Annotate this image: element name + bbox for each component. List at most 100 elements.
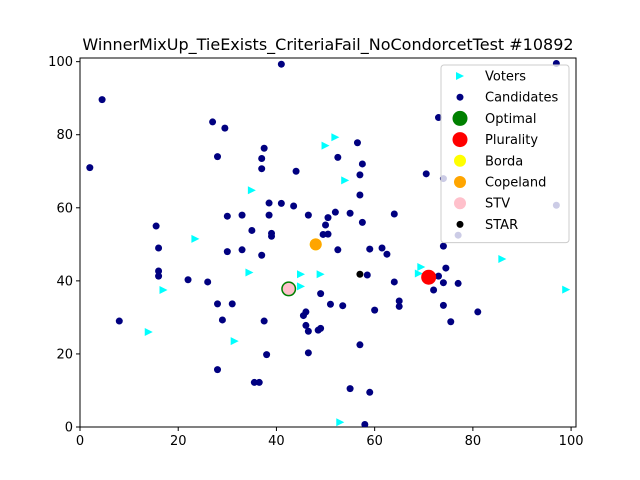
candidate-point (346, 385, 354, 393)
candidate-point (358, 218, 366, 226)
voter-point (245, 268, 254, 277)
stv-winner-point (282, 282, 295, 295)
candidate-point (86, 164, 94, 172)
voter-point (191, 234, 200, 243)
candidate-point (358, 160, 366, 168)
candidate-point (260, 317, 268, 325)
candidate-point (155, 267, 163, 275)
x-tick-label: 0 (76, 434, 84, 449)
candidate-point (292, 167, 300, 175)
candidate-point (363, 271, 371, 279)
copeland-winner-point (309, 238, 322, 251)
candidate-point (422, 170, 430, 178)
data-points (86, 59, 571, 427)
candidate-point (383, 250, 391, 258)
candidate-point (366, 245, 374, 253)
candidate-point (223, 212, 231, 220)
candidate-point (248, 226, 256, 234)
legend-marker (454, 154, 466, 167)
candidate-point (346, 209, 354, 217)
voter-point (414, 269, 423, 278)
legend-label: Voters (485, 70, 526, 85)
candidate-point (439, 279, 447, 287)
legend-box (440, 64, 570, 244)
candidate-point (221, 124, 229, 132)
candidate-point (317, 324, 325, 332)
candidate-point (304, 211, 312, 219)
plurality-winner-point (421, 269, 437, 285)
star-winner-point (356, 270, 364, 278)
candidate-point (152, 222, 160, 230)
candidate-point (326, 300, 334, 308)
plot-frame (79, 57, 577, 428)
candidate-point (299, 312, 307, 320)
candidate-point (258, 251, 266, 259)
voter-point (341, 176, 350, 185)
candidate-point (304, 349, 312, 357)
candidate-point (258, 165, 266, 173)
candidate-point (277, 199, 285, 207)
x-tick-label: 80 (465, 434, 482, 449)
voter-point (247, 186, 256, 195)
candidate-point (430, 286, 438, 294)
candidate-point (356, 171, 364, 179)
candidate-point (218, 316, 226, 324)
candidate-point (155, 244, 163, 252)
y-tick-label: 80 (56, 128, 73, 143)
y-tick-label: 0 (65, 421, 73, 436)
candidate-point (390, 278, 398, 286)
candidate-point (371, 306, 379, 314)
legend-label: Copeland (485, 176, 546, 191)
legend-label: Optimal (485, 112, 536, 127)
candidate-point (324, 214, 332, 222)
legend-label: STAR (485, 218, 518, 233)
candidate-point (184, 276, 192, 284)
candidate-point (454, 279, 462, 287)
voter-point (498, 254, 507, 263)
candidate-point (265, 211, 273, 219)
candidate-point (214, 153, 222, 161)
candidate-point (395, 297, 403, 305)
legend-marker (454, 176, 466, 188)
x-tick-label: 100 (559, 434, 584, 449)
candidate-point (302, 321, 310, 329)
candidate-point (263, 351, 271, 359)
candidate-point (395, 302, 403, 310)
y-tick-label: 100 (48, 55, 73, 70)
candidate-point (304, 327, 312, 335)
voter-point (230, 337, 239, 346)
candidate-point (474, 308, 482, 316)
legend-marker (456, 220, 464, 228)
voter-point (417, 262, 426, 271)
legend-label: STV (485, 197, 510, 212)
candidate-point (214, 366, 222, 374)
candidate-point (238, 246, 246, 254)
candidate-point (204, 278, 212, 286)
candidate-point (390, 210, 398, 218)
voter-point (321, 141, 330, 150)
candidate-point (223, 248, 231, 256)
y-tick-label: 20 (56, 347, 73, 362)
voter-point (144, 328, 153, 337)
candidate-point (260, 144, 268, 152)
y-tick-label: 40 (56, 274, 73, 289)
candidate-point (228, 300, 236, 308)
chart-title: WinnerMixUp_TieExists_CriteriaFail_NoCon… (82, 35, 573, 55)
candidate-point (209, 118, 217, 126)
candidate-point (353, 139, 361, 147)
candidate-point (265, 199, 273, 207)
candidate-point (356, 191, 364, 199)
candidate-point (238, 211, 246, 219)
candidate-point (439, 301, 447, 309)
candidate-point (155, 272, 163, 280)
candidate-point (317, 290, 325, 298)
candidate-point (290, 202, 298, 210)
voter-point (296, 282, 305, 291)
x-tick-label: 60 (366, 434, 383, 449)
legend-label: Candidates (485, 91, 558, 106)
candidate-point (434, 272, 442, 280)
candidate-point (334, 246, 342, 254)
candidate-point (442, 264, 450, 272)
candidate-point (322, 221, 330, 229)
